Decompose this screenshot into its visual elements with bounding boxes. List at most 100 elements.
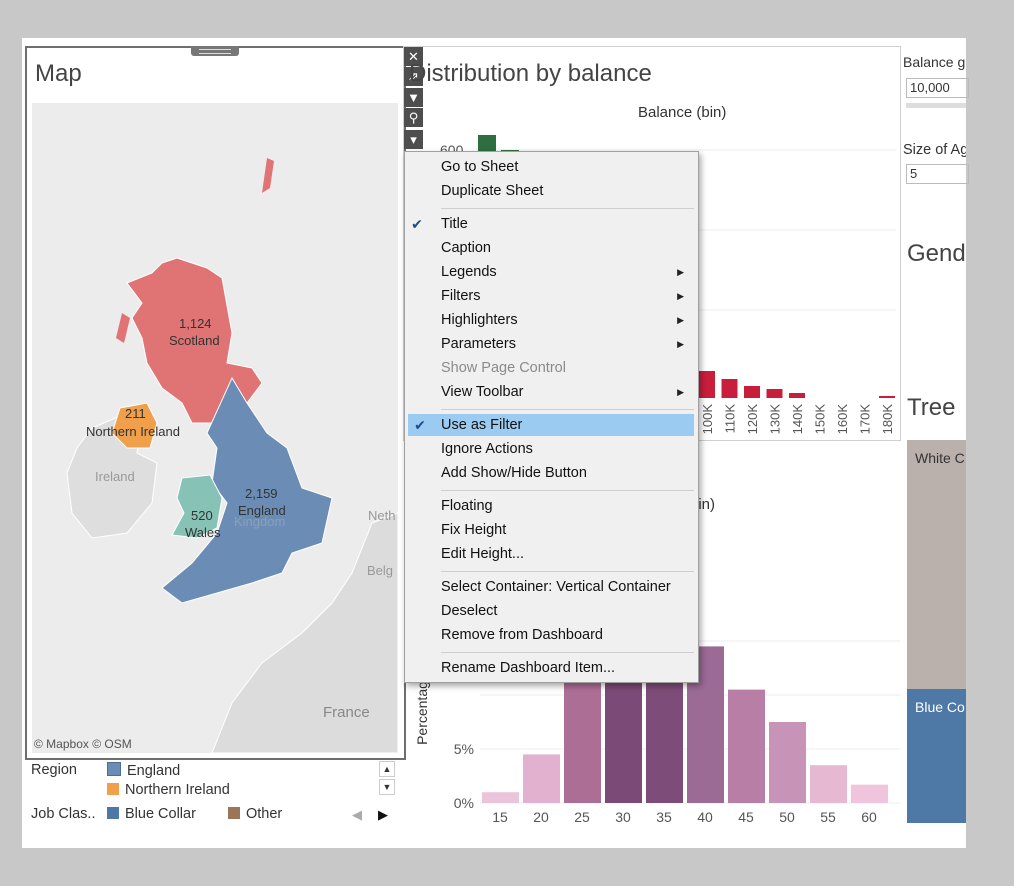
treemap-white-collar[interactable]: White C [907,440,966,689]
legend-prev-icon[interactable]: ◀ [352,807,362,822]
filter-icon[interactable]: ▼ [404,88,423,107]
menu-item-label: Deselect [441,603,498,619]
close-icon[interactable]: ✕ [404,47,423,66]
legend-region-item[interactable]: Northern Ireland [107,782,230,796]
x-tick-label: 45 [738,809,754,825]
region-name-wales: Wales [185,525,221,540]
menu-item[interactable]: Fix Height [405,519,698,541]
map-attribution: © Mapbox © OSM [34,737,132,751]
submenu-arrow-icon: ▶ [677,267,684,277]
bar [769,722,806,803]
balance-param-slider[interactable] [906,103,966,108]
menu-item[interactable]: Parameters ▶ [405,333,698,355]
menu-item-label: Legends [441,264,497,280]
menu-item[interactable]: View Toolbar ▶ [405,381,698,403]
menu-item[interactable]: Filters ▶ [405,285,698,307]
menu-item[interactable]: Floating [405,495,698,517]
x-tick-label: 25 [574,809,590,825]
x-tick-label: 100K [700,404,715,435]
menu-item[interactable]: Select Container: Vertical Container [405,576,698,598]
menu-item-label: Edit Height... [441,546,525,562]
size-param-input[interactable]: 5 [906,164,969,184]
y-tick-label: 0% [454,795,474,811]
menu-item-label: Filters [441,288,481,304]
map-label-ireland: Ireland [95,469,135,484]
legend-job-label: Job Clas.. [31,806,96,822]
menu-item-label: Parameters [441,336,516,352]
age-chart-plot: 15 20 25 30 35 40 45 50 55 60 0% 5% [454,614,900,825]
scroll-up-icon[interactable]: ▲ [379,761,395,777]
drag-handle[interactable] [191,46,239,56]
bar [789,393,805,398]
balance-chart-title: Distribution by balance [409,60,652,87]
scroll-down-icon[interactable]: ▼ [379,779,395,795]
more-options-icon[interactable]: ▾ [404,130,423,149]
menu-item-label: Highlighters [441,312,518,328]
popout-icon[interactable]: ⇗ [404,67,423,86]
menu-item-label: Use as Filter [441,417,523,433]
menu-item[interactable]: Edit Height... [405,543,698,565]
bar [523,754,560,803]
submenu-arrow-icon: ▶ [677,387,684,397]
pin-icon[interactable]: ⚲ [404,108,423,127]
legend-item-label: Northern Ireland [125,782,230,796]
menu-item-label: Add Show/Hide Button [441,465,587,481]
menu-item-label: Caption [441,240,491,256]
x-tick-label: 30 [615,809,631,825]
region-value-wales: 520 [191,508,213,523]
balance-chart-header: Balance (bin) [638,104,727,121]
map-label-belg: Belg [367,563,394,578]
menu-item[interactable]: Highlighters ▶ [405,309,698,331]
x-tick-label: 110K [723,404,738,434]
menu-item[interactable]: Legends ▶ [405,261,698,283]
bar [851,784,888,803]
menu-item[interactable]: Remove from Dashboard [405,624,698,646]
map-zone[interactable]: Map 1,124 Scotland 211 Northern Ireland … [25,46,406,760]
menu-item[interactable]: Ignore Actions [405,438,698,460]
balance-param-label: Balance g [903,54,966,70]
balance-param-input[interactable]: 10,000 [906,78,969,98]
treemap-label: Blue Co [915,699,965,715]
legend-region-item[interactable]: England [107,762,180,779]
legend-next-icon[interactable]: ▶ [378,807,388,822]
menu-separator [441,652,694,653]
menu-item-label: Remove from Dashboard [441,627,603,643]
map-view[interactable] [32,103,398,753]
x-tick-label: 140K [790,404,805,435]
menu-item[interactable]: Caption [405,237,698,259]
legend-job-item[interactable]: Blue Collar [107,806,196,822]
gender-chart-title: Gend [907,240,966,267]
submenu-arrow-icon: ▶ [677,291,684,301]
swatch-icon [107,783,119,795]
bar [766,389,783,398]
y-tick-label: 5% [454,741,474,757]
menu-separator [441,571,694,572]
menu-item[interactable]: ✔ Use as Filter [408,414,694,436]
menu-item[interactable]: Duplicate Sheet [405,180,698,202]
menu-item[interactable]: Deselect [405,600,698,622]
menu-item-label: Fix Height [441,522,507,538]
swatch-icon [228,807,240,819]
region-name-england: England [238,503,286,518]
map-label-kingdom: Kingdom [234,514,286,529]
x-tick-label: 160K [835,404,850,435]
menu-item[interactable]: Rename Dashboard Item... [405,657,698,679]
legend-job-item[interactable]: Other [228,806,282,822]
map-label-neth: Neth [368,508,396,523]
size-param-label: Size of Ag [903,142,966,158]
region-value-scotland: 1,124 [179,316,212,331]
map-label-france: France [323,704,370,721]
bar [728,689,765,803]
treemap-label: White C [915,450,965,466]
region-northern-ireland [111,402,158,449]
region-scotland [126,257,263,424]
menu-item[interactable]: ✔ Title [405,213,698,235]
legend-item-label: Other [246,806,283,822]
treemap-blue-collar[interactable]: Blue Co [907,689,966,823]
x-tick-label: 180K [880,404,895,435]
menu-item-label: Go to Sheet [441,159,519,175]
menu-item[interactable]: Go to Sheet [405,156,698,178]
menu-separator [441,208,694,209]
region-value-ni: 211 [125,406,146,421]
menu-item[interactable]: Add Show/Hide Button [405,462,698,484]
